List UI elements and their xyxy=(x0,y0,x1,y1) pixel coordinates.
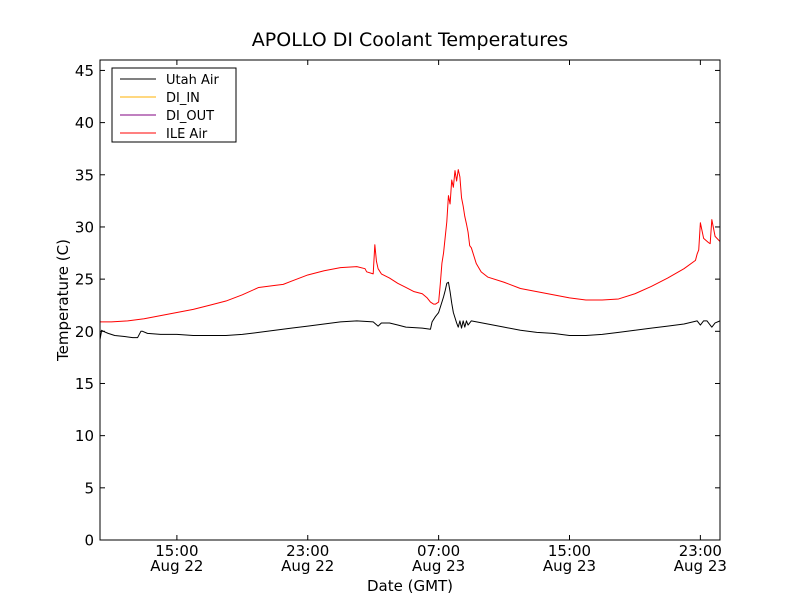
y-tick-label: 40 xyxy=(75,114,94,132)
series-layer xyxy=(99,169,721,340)
legend-label-di-out: DI_OUT xyxy=(166,109,214,124)
legend-label-utah-air: Utah Air xyxy=(166,73,219,88)
x-tick-label-date: Aug 22 xyxy=(281,557,334,575)
series-line-utah-air xyxy=(99,281,721,340)
legend: Utah Air DI_IN DI_OUT ILE Air xyxy=(111,67,237,143)
x-tick-label-date: Aug 23 xyxy=(412,557,465,575)
y-tick-label: 45 xyxy=(75,62,94,80)
plot-frame xyxy=(99,59,721,541)
y-axis-label: Temperature (C) xyxy=(54,239,72,362)
y-tick-label: 25 xyxy=(75,271,94,289)
x-axis-label: Date (GMT) xyxy=(367,577,453,595)
x-tick-label-time: 15:00 xyxy=(548,542,591,560)
x-tick-label-time: 23:00 xyxy=(286,542,329,560)
x-tick-label-time: 07:00 xyxy=(417,542,460,560)
x-tick-label-date: Aug 22 xyxy=(150,557,203,575)
y-tick-label: 0 xyxy=(84,532,94,550)
y-tick-label: 5 xyxy=(84,479,94,497)
x-tick-label-time: 15:00 xyxy=(155,542,198,560)
y-tick-label: 20 xyxy=(75,323,94,341)
x-tick-label-date: Aug 23 xyxy=(674,557,727,575)
legend-label-ile-air: ILE Air xyxy=(166,127,208,142)
y-tick-label: 35 xyxy=(75,166,94,184)
chart-title: APOLLO DI Coolant Temperatures xyxy=(252,29,568,51)
y-tick-label: 30 xyxy=(75,218,94,236)
legend-box xyxy=(111,67,237,143)
x-tick-label-time: 23:00 xyxy=(679,542,722,560)
y-tick-label: 10 xyxy=(75,427,94,445)
y-tick-label: 15 xyxy=(75,375,94,393)
legend-label-di-in: DI_IN xyxy=(166,91,200,106)
x-tick-label-date: Aug 23 xyxy=(543,557,596,575)
series-line-ile-air xyxy=(100,169,721,323)
